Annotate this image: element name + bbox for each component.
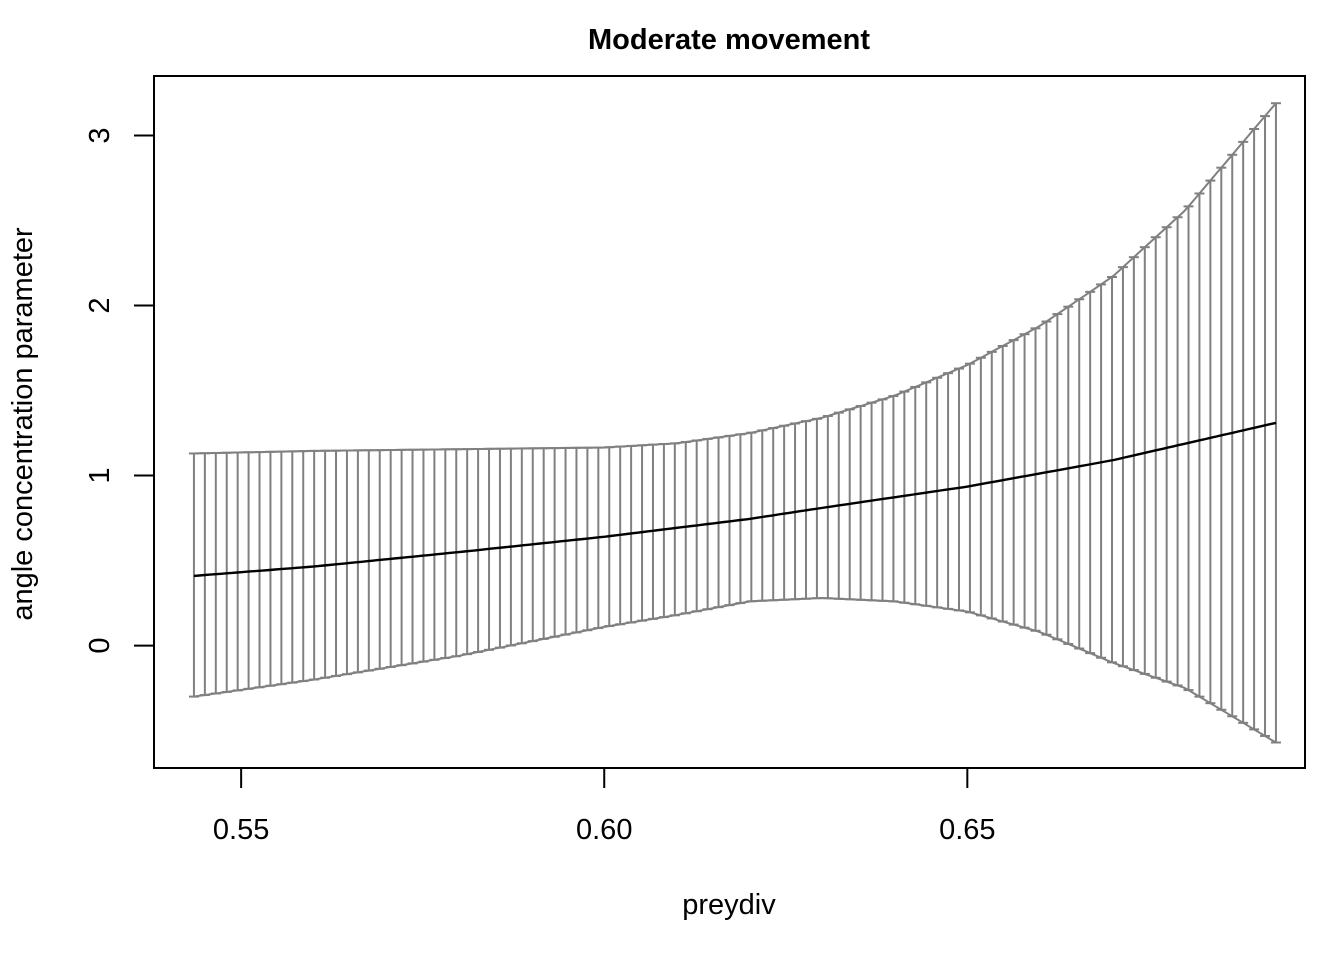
- x-tick-label: 0.55: [213, 814, 269, 846]
- error-bar: [1139, 246, 1150, 675]
- error-bar: [1128, 256, 1139, 672]
- error-bar: [1205, 179, 1216, 705]
- y-tick-label: 1: [84, 467, 116, 483]
- error-bar: [1183, 205, 1194, 692]
- error-bar: [1063, 305, 1074, 645]
- x-axis-label: preydiv: [682, 889, 776, 921]
- error-bar: [1216, 166, 1227, 711]
- error-bar: [1085, 290, 1096, 655]
- y-tick-label: 2: [84, 297, 116, 313]
- y-axis: 0 1 2 3: [84, 127, 155, 654]
- error-bar: [1074, 298, 1085, 650]
- y-tick-label: 0: [84, 638, 116, 654]
- estimate-line: [193, 421, 1277, 578]
- error-bar: [1019, 333, 1030, 629]
- series-lines: [193, 102, 1277, 744]
- error-bar: [1008, 339, 1019, 626]
- y-axis-label: angle concentration parameter: [7, 227, 39, 621]
- error-bar: [1041, 320, 1052, 636]
- x-tick-label: 0.65: [939, 814, 995, 846]
- error-bar: [1030, 327, 1041, 632]
- y-tick-label: 3: [84, 127, 116, 143]
- error-bar: [1172, 216, 1183, 687]
- upper-bound-line: [193, 102, 1277, 455]
- plot-frame: [153, 75, 1306, 769]
- error-bar: [1161, 226, 1172, 683]
- chart-title: Moderate movement: [588, 24, 870, 56]
- lower-bound-line: [193, 596, 1277, 744]
- error-bar: [975, 356, 986, 617]
- x-axis: 0.55 0.60 0.65: [213, 767, 996, 846]
- error-bar: [1117, 266, 1128, 668]
- error-bar: [1052, 313, 1063, 641]
- error-bar: [986, 350, 997, 620]
- error-bar: [1227, 153, 1238, 718]
- error-bar: [1194, 192, 1205, 698]
- error-bar: [997, 344, 1008, 623]
- error-bar: [1150, 236, 1161, 679]
- error-bars: [188, 102, 1281, 744]
- x-tick-label: 0.60: [576, 814, 632, 846]
- error-bar: [1096, 283, 1107, 659]
- error-bar: [1107, 276, 1118, 664]
